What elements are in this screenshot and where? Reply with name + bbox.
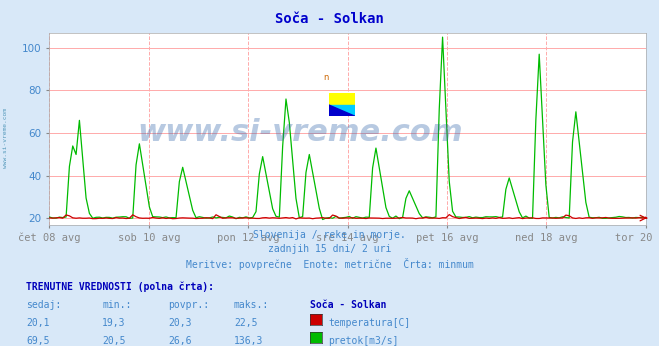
Text: zadnjih 15 dni/ 2 uri: zadnjih 15 dni/ 2 uri: [268, 244, 391, 254]
Polygon shape: [329, 105, 355, 116]
Text: TRENUTNE VREDNOSTI (polna črta):: TRENUTNE VREDNOSTI (polna črta):: [26, 282, 214, 292]
Text: pretok[m3/s]: pretok[m3/s]: [328, 336, 399, 346]
Text: min.:: min.:: [102, 300, 132, 310]
Text: 26,6: 26,6: [168, 336, 192, 346]
Text: Slovenija / reke in morje.: Slovenija / reke in morje.: [253, 230, 406, 240]
Text: 20,3: 20,3: [168, 318, 192, 328]
Text: 69,5: 69,5: [26, 336, 50, 346]
Text: 20,5: 20,5: [102, 336, 126, 346]
Text: www.si-vreme.com: www.si-vreme.com: [3, 108, 8, 169]
Text: povpr.:: povpr.:: [168, 300, 209, 310]
Polygon shape: [329, 93, 355, 105]
Text: 136,3: 136,3: [234, 336, 264, 346]
Text: 19,3: 19,3: [102, 318, 126, 328]
Text: temperatura[C]: temperatura[C]: [328, 318, 411, 328]
Text: 20,1: 20,1: [26, 318, 50, 328]
Text: Soča - Solkan: Soča - Solkan: [275, 12, 384, 26]
Text: n: n: [323, 73, 328, 82]
Text: www.si-vreme.com: www.si-vreme.com: [137, 118, 463, 147]
Text: maks.:: maks.:: [234, 300, 269, 310]
Text: sedaj:: sedaj:: [26, 300, 61, 310]
Polygon shape: [329, 105, 355, 116]
Text: Soča - Solkan: Soča - Solkan: [310, 300, 386, 310]
Text: Meritve: povprečne  Enote: metrične  Črta: minmum: Meritve: povprečne Enote: metrične Črta:…: [186, 258, 473, 270]
Text: 22,5: 22,5: [234, 318, 258, 328]
